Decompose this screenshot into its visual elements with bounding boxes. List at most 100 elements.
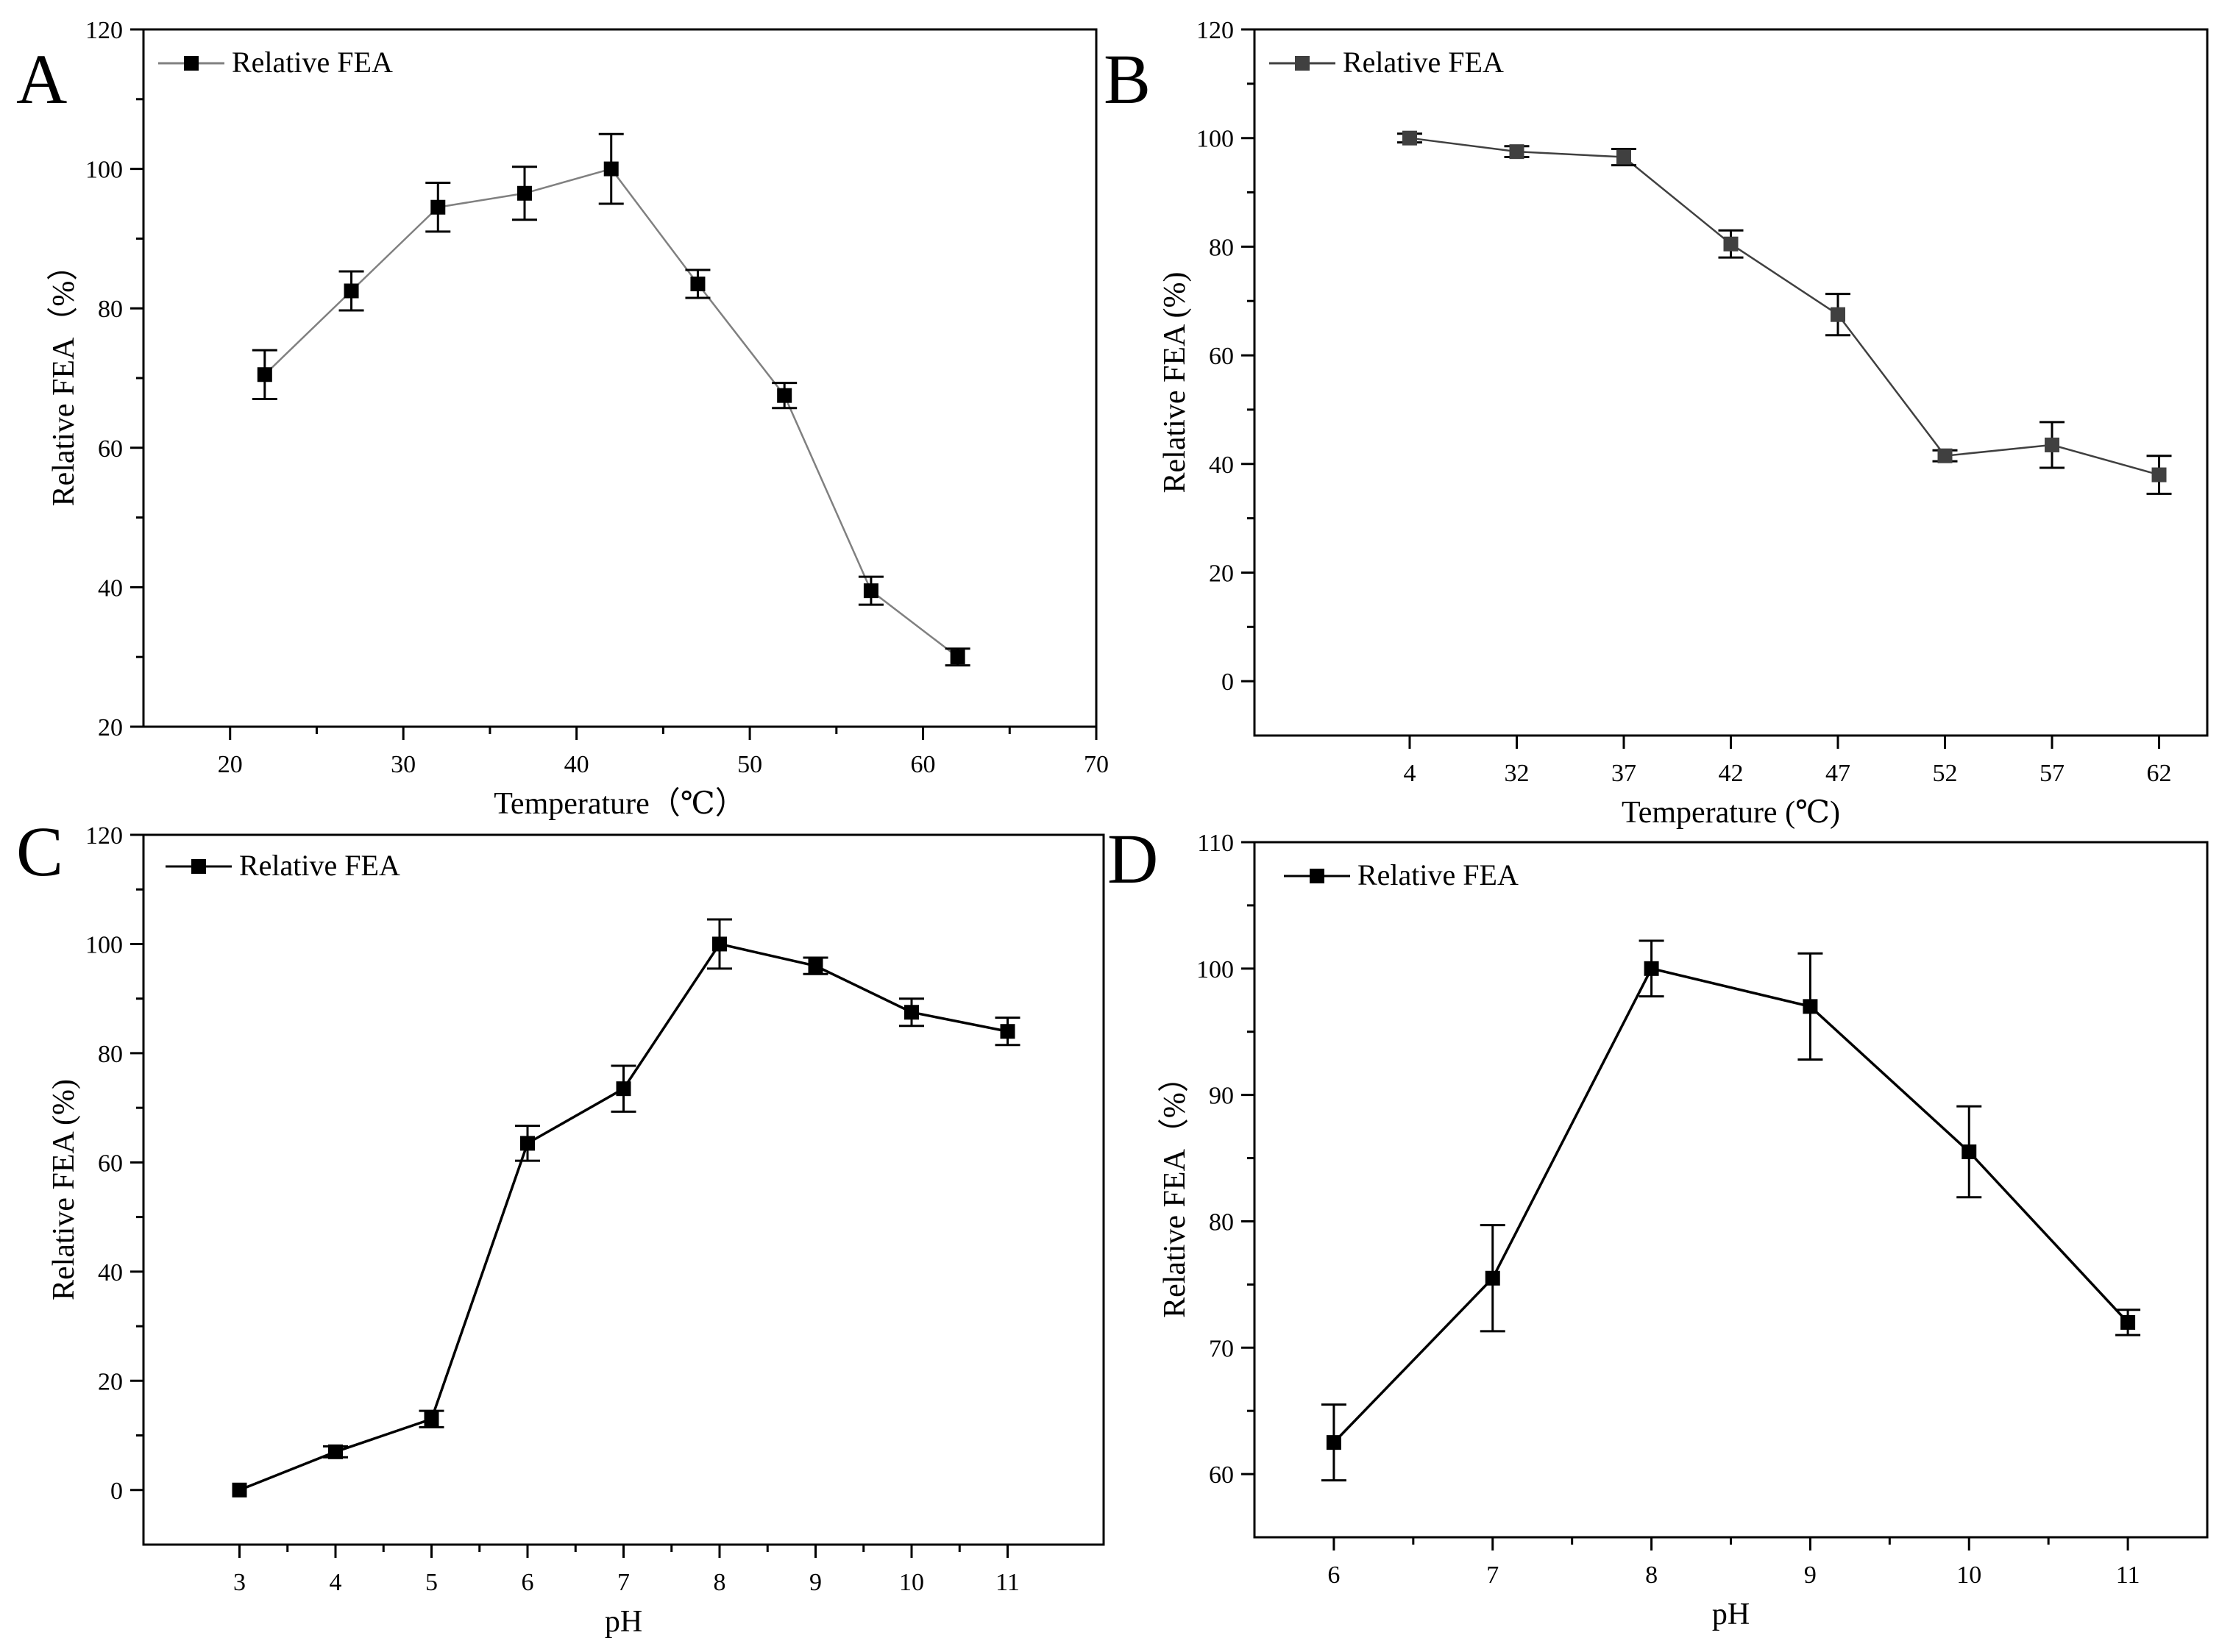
data-point bbox=[690, 277, 706, 292]
x-tick-label: 30 bbox=[391, 751, 416, 778]
y-axis-label: Relative FEA (%) bbox=[47, 1079, 81, 1300]
data-point bbox=[863, 583, 878, 599]
plot-frame bbox=[1253, 28, 2209, 737]
x-tick-label: 62 bbox=[2147, 760, 2172, 787]
y-tick-label: 80 bbox=[1209, 1208, 1234, 1236]
x-tick-label: 47 bbox=[1825, 760, 1850, 787]
data-point bbox=[1485, 1270, 1500, 1286]
y-tick-label: 70 bbox=[1209, 1335, 1234, 1362]
x-axis-label: pH bbox=[605, 1605, 642, 1639]
x-axis-label: Temperature (℃) bbox=[1622, 796, 1840, 830]
y-tick-label: 100 bbox=[85, 157, 123, 184]
series-line bbox=[1332, 966, 2129, 1444]
x-tick-label: 6 bbox=[522, 1569, 534, 1596]
data-point bbox=[1937, 448, 1953, 463]
series-line bbox=[1409, 137, 2159, 476]
y-tick-label: 100 bbox=[1196, 126, 1234, 153]
y-tick-label: 20 bbox=[1209, 560, 1234, 587]
y-tick-label: 80 bbox=[98, 1041, 123, 1068]
legend-label: Relative FEA bbox=[239, 849, 400, 882]
panel-a: A 20 40 60 80 100 120 20 30 40 50 60 70 Temperature（℃… bbox=[16, 17, 1109, 821]
data-point bbox=[616, 1081, 631, 1097]
data-point bbox=[2151, 467, 2167, 483]
data-point bbox=[1723, 236, 1739, 252]
y-tick-label: 90 bbox=[1209, 1083, 1234, 1110]
y-tick-label: 60 bbox=[98, 435, 123, 463]
data-point bbox=[328, 1444, 343, 1459]
data-point bbox=[424, 1411, 439, 1427]
plot-frame bbox=[142, 833, 1105, 1546]
y-tick-label: 40 bbox=[98, 574, 123, 602]
legend-marker bbox=[1295, 56, 1310, 71]
x-tick-label: 8 bbox=[1645, 1562, 1658, 1589]
data-point bbox=[904, 1005, 919, 1020]
x-tick-label: 37 bbox=[1611, 760, 1636, 787]
data-point bbox=[520, 1136, 535, 1151]
panel-letter: D bbox=[1107, 819, 1158, 898]
data-point bbox=[1509, 144, 1524, 160]
x-tick-label: 9 bbox=[1804, 1562, 1817, 1589]
panel-letter: A bbox=[16, 40, 67, 118]
data-point bbox=[344, 283, 359, 299]
x-tick-label: 52 bbox=[1933, 760, 1958, 787]
x-tick-label: 32 bbox=[1504, 760, 1529, 787]
legend-marker bbox=[1310, 869, 1324, 883]
x-tick-label: 5 bbox=[425, 1569, 438, 1596]
data-point bbox=[2120, 1314, 2136, 1330]
x-tick-label: 9 bbox=[809, 1569, 822, 1596]
x-tick-label: 7 bbox=[1486, 1562, 1499, 1589]
legend-label: Relative FEA bbox=[232, 46, 393, 79]
x-tick-label: 70 bbox=[1084, 751, 1109, 778]
y-tick-label: 80 bbox=[98, 296, 123, 323]
y-tick-label: 0 bbox=[1221, 669, 1234, 696]
x-axis-label: Temperature（℃） bbox=[494, 787, 746, 821]
x-tick-label: 7 bbox=[617, 1569, 630, 1596]
series-line bbox=[238, 942, 1008, 1492]
y-tick-label: 20 bbox=[98, 714, 123, 741]
data-point bbox=[1803, 999, 1818, 1014]
data-point bbox=[1962, 1144, 1977, 1159]
data-point bbox=[777, 388, 792, 403]
y-tick-label: 100 bbox=[85, 931, 123, 958]
data-point bbox=[1644, 961, 1659, 976]
legend-marker bbox=[191, 859, 206, 874]
y-axis-label: Relative FEA（%） bbox=[47, 250, 81, 507]
y-tick-label: 40 bbox=[1209, 452, 1234, 479]
x-tick-label: 40 bbox=[564, 751, 589, 778]
data-point bbox=[257, 367, 272, 382]
y-tick-label: 120 bbox=[1196, 17, 1234, 44]
x-tick-label: 42 bbox=[1719, 760, 1744, 787]
data-point bbox=[950, 649, 965, 665]
y-tick-label: 110 bbox=[1197, 830, 1234, 857]
x-tick-label: 6 bbox=[1327, 1562, 1340, 1589]
x-tick-label: 57 bbox=[2039, 760, 2065, 787]
data-point bbox=[808, 958, 823, 974]
panel-letter: C bbox=[16, 812, 63, 891]
x-tick-label: 11 bbox=[995, 1569, 1020, 1596]
x-tick-label: 3 bbox=[233, 1569, 246, 1596]
data-point bbox=[232, 1482, 247, 1498]
panel-c: C 0 20 40 60 80 100 120 3 4 5 6 7 8 9 10 11 pH Relative FE… bbox=[16, 812, 1105, 1639]
x-tick-label: 50 bbox=[737, 751, 762, 778]
data-point bbox=[2045, 437, 2060, 452]
x-tick-label: 10 bbox=[899, 1569, 924, 1596]
panel-d: D 60 70 80 90 100 110 6 7 8 9 10 11 pH Relative FEA（%）… bbox=[1107, 819, 2209, 1631]
legend-marker bbox=[184, 56, 199, 71]
data-point bbox=[1616, 149, 1631, 165]
x-tick-label: 11 bbox=[2116, 1562, 2140, 1589]
x-tick-label: 60 bbox=[911, 751, 936, 778]
y-tick-label: 20 bbox=[98, 1368, 123, 1395]
y-tick-label: 100 bbox=[1196, 956, 1234, 983]
y-tick-label: 60 bbox=[98, 1150, 123, 1177]
data-point bbox=[430, 199, 446, 215]
data-point bbox=[1402, 130, 1417, 146]
x-tick-label: 8 bbox=[714, 1569, 726, 1596]
y-tick-label: 120 bbox=[85, 17, 123, 44]
x-axis-label: pH bbox=[1712, 1598, 1750, 1631]
data-point bbox=[1326, 1435, 1341, 1450]
y-axis-label: Relative FEA (%) bbox=[1158, 272, 1192, 494]
data-point bbox=[1000, 1024, 1015, 1039]
x-tick-label: 20 bbox=[218, 751, 243, 778]
y-tick-label: 60 bbox=[1209, 343, 1234, 370]
